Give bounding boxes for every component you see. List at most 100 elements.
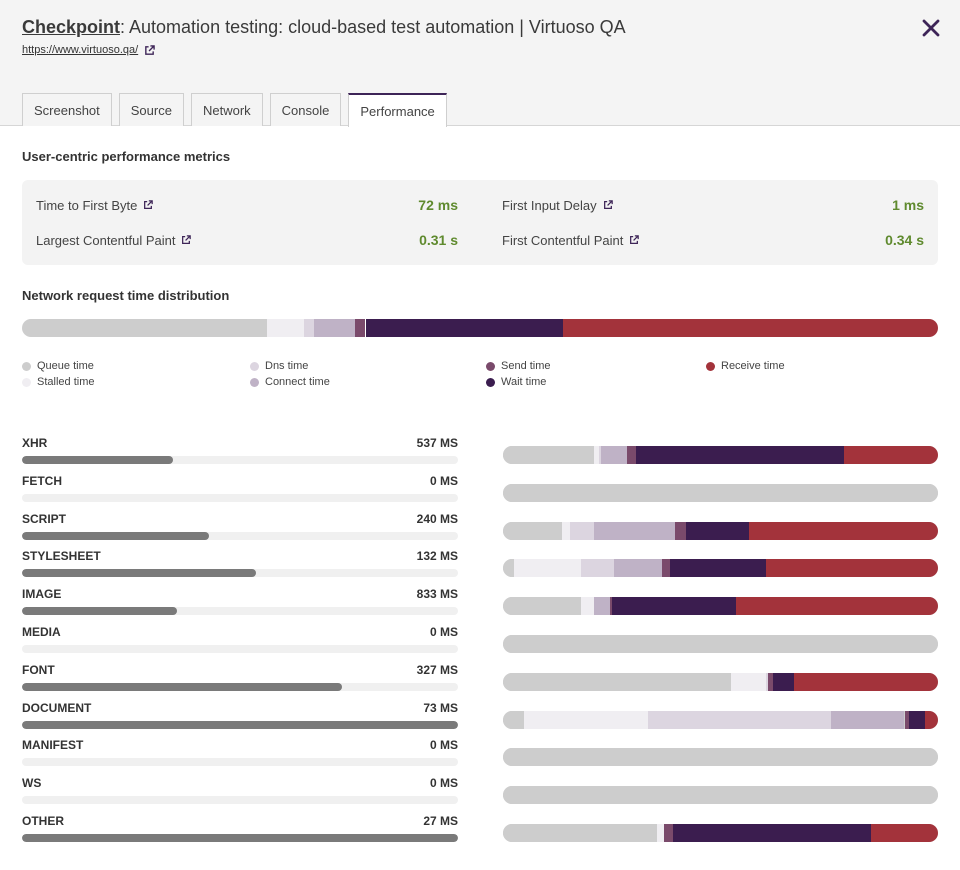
- segment-stalled: [523, 710, 648, 729]
- resource-type-duration: 537 MS: [416, 436, 458, 450]
- metric-fcp: First Contentful Paint 0.34 s: [502, 232, 924, 248]
- metric-lcp: Largest Contentful Paint 0.31 s: [36, 232, 458, 248]
- tab-source[interactable]: Source: [118, 93, 184, 126]
- resource-row-manifest: MANIFEST 0 MS: [22, 738, 938, 768]
- segment-receive: [563, 319, 938, 337]
- resource-row-stylesheet: STYLESHEET 132 MS: [22, 549, 938, 579]
- resource-timing-bar: [503, 521, 938, 540]
- legend-dot: [22, 361, 31, 371]
- resource-type-duration: 240 MS: [416, 511, 458, 526]
- duration-track: [22, 569, 458, 578]
- external-link-icon[interactable]: [603, 200, 613, 210]
- segment-stalled: [561, 521, 571, 540]
- segment-send: [674, 521, 686, 540]
- distribution-section-title: Network request time distribution: [22, 288, 230, 303]
- resource-type-label: OTHER: [22, 814, 64, 828]
- segment-receive: [735, 597, 938, 616]
- panel-header: Checkpoint: Automation testing: cloud-ba…: [0, 0, 960, 127]
- resource-type-label: XHR: [22, 436, 48, 450]
- segment-queue: [503, 748, 938, 767]
- segment-connect: [314, 319, 356, 337]
- duration-fill: [22, 531, 210, 540]
- resource-type-label: MEDIA: [22, 625, 61, 639]
- tab-network[interactable]: Network: [190, 93, 263, 126]
- resource-row-xhr: XHR 537 MS: [22, 436, 938, 466]
- tab-console[interactable]: Console: [269, 93, 342, 126]
- external-link-icon[interactable]: [144, 44, 155, 56]
- segment-stalled: [731, 672, 767, 691]
- metric-label: Time to First Byte: [36, 197, 138, 213]
- resource-type-label: STYLESHEET: [22, 549, 101, 564]
- segment-receive: [870, 824, 938, 842]
- segment-queue: [503, 786, 938, 805]
- segment-receive: [844, 446, 938, 464]
- segment-receive: [766, 559, 938, 578]
- legend-dot: [486, 377, 495, 387]
- external-link-icon[interactable]: [181, 235, 192, 245]
- segment-send: [768, 672, 773, 691]
- segment-queue: [503, 635, 938, 653]
- checkpoint-link[interactable]: Checkpoint: [22, 17, 121, 37]
- metric-value: 1 ms: [892, 197, 924, 213]
- page-url-link[interactable]: https://www.virtuoso.qa/: [22, 44, 139, 56]
- segment-wait: [772, 672, 795, 691]
- close-icon[interactable]: [918, 15, 944, 41]
- duration-track: [22, 645, 458, 653]
- resource-row-document: DOCUMENT 73 MS: [22, 701, 938, 731]
- legend-item-send: Send time: [486, 360, 551, 372]
- segment-connect: [613, 559, 662, 578]
- legend-item-receive: Receive time: [706, 360, 785, 372]
- resource-row-media: MEDIA 0 MS: [22, 625, 938, 655]
- resource-type-duration: 27 MS: [423, 814, 458, 828]
- segment-queue: [503, 446, 595, 464]
- tab-performance[interactable]: Performance: [348, 93, 447, 127]
- duration-track: [22, 607, 458, 616]
- segment-stalled: [594, 446, 599, 464]
- resource-type-label: SCRIPT: [22, 511, 67, 526]
- resource-type-label: FONT: [22, 662, 55, 677]
- metrics-panel: Time to First Byte 72 ms First Input Del…: [22, 180, 938, 265]
- segment-queue: [503, 483, 938, 502]
- resource-type-duration: 0 MS: [429, 473, 458, 488]
- external-link-icon[interactable]: [629, 235, 640, 245]
- segment-queue: [503, 824, 658, 842]
- segment-receive: [748, 521, 938, 540]
- segment-dns: [766, 672, 769, 691]
- segment-queue: [503, 672, 732, 691]
- resource-type-label: DOCUMENT: [22, 700, 92, 715]
- resource-type-duration: 0 MS: [429, 738, 458, 753]
- segment-receive: [794, 672, 938, 691]
- segment-send: [626, 446, 636, 464]
- resource-type-label: IMAGE: [22, 587, 62, 602]
- metric-fid: First Input Delay 1 ms: [502, 197, 924, 213]
- legend-dot: [486, 361, 495, 371]
- duration-fill: [22, 456, 174, 464]
- segment-send: [663, 824, 673, 842]
- legend-label: Connect time: [265, 376, 330, 388]
- duration-track: [22, 720, 458, 729]
- external-link-icon[interactable]: [143, 200, 154, 210]
- duration-track: [22, 796, 458, 805]
- resource-timing-bar: [503, 559, 938, 578]
- duration-fill: [22, 607, 177, 616]
- resource-row-other: OTHER 27 MS: [22, 814, 938, 844]
- resource-type-duration: 73 MS: [423, 700, 458, 715]
- segment-connect: [830, 710, 905, 729]
- segment-queue: [503, 521, 562, 540]
- page-url-row: https://www.virtuoso.qa/: [22, 44, 155, 56]
- segment-dns: [581, 559, 614, 578]
- metric-value: 72 ms: [418, 197, 458, 213]
- segment-wait: [672, 824, 871, 842]
- metric-ttfb: Time to First Byte 72 ms: [36, 197, 458, 213]
- legend-label: Receive time: [721, 360, 785, 372]
- duration-track: [22, 682, 458, 691]
- segment-send: [661, 559, 671, 578]
- duration-track: [22, 493, 458, 502]
- page-title: Checkpoint: Automation testing: cloud-ba…: [22, 17, 626, 38]
- resource-type-duration: 833 MS: [416, 587, 458, 602]
- segment-dns: [304, 319, 315, 337]
- tab-screenshot[interactable]: Screenshot: [22, 93, 112, 126]
- segment-dns: [570, 521, 595, 540]
- segment-queue: [503, 597, 582, 616]
- segment-send: [609, 597, 612, 616]
